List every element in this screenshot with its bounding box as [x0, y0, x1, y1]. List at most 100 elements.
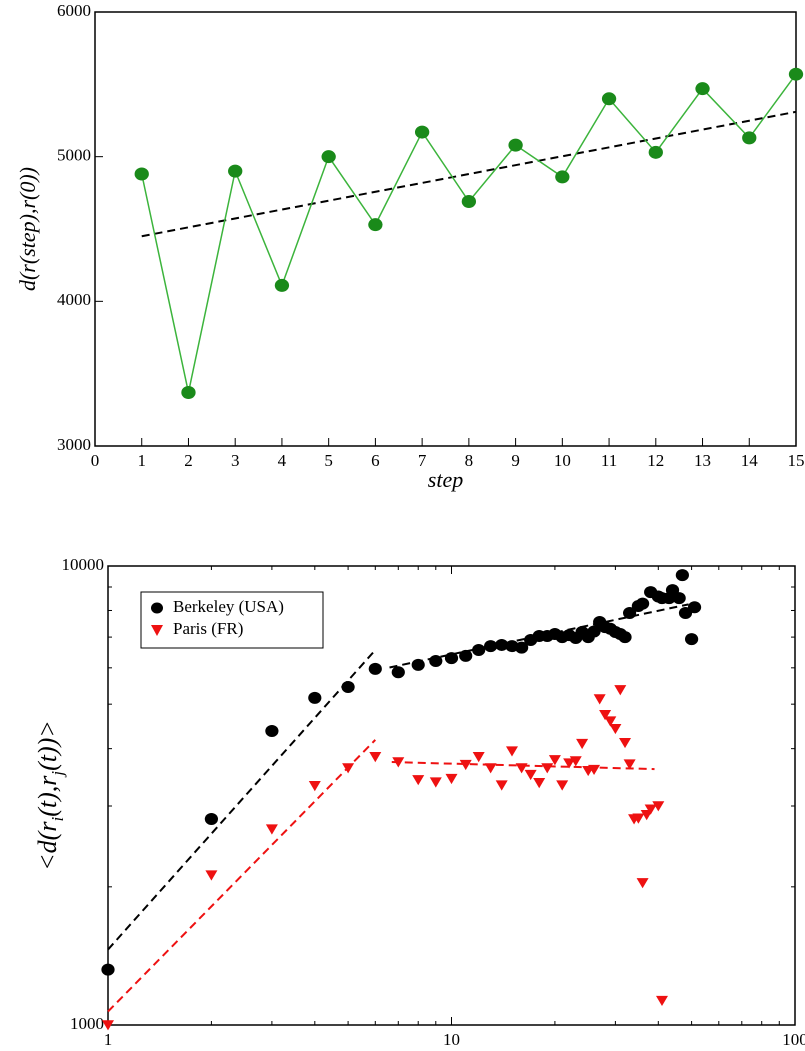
data-point — [623, 606, 637, 619]
data-point — [341, 680, 355, 693]
data-point — [444, 652, 459, 665]
plot-frame — [94, 11, 797, 447]
y-tick-label: 3000 — [57, 435, 91, 454]
data-point — [429, 777, 442, 788]
data-point — [274, 278, 290, 292]
data-point — [576, 738, 589, 750]
data-point — [587, 625, 601, 638]
data-point — [265, 725, 279, 738]
x-tick-label: 3 — [231, 451, 240, 470]
data-point — [742, 131, 757, 145]
x-tick-label: 100 — [782, 1030, 805, 1049]
data-point — [533, 778, 546, 789]
data-point — [392, 757, 405, 768]
fit-line — [107, 739, 377, 1013]
data-point — [635, 597, 650, 610]
data-point — [472, 751, 485, 763]
y-axis-label: <d(ri(t),rj(t))> — [33, 720, 67, 871]
data-point — [204, 813, 219, 826]
data-point — [505, 746, 518, 757]
fit-line — [389, 603, 689, 669]
data-point — [459, 759, 472, 771]
y-tick-label: 4000 — [57, 290, 91, 309]
legend-label: Berkeley (USA) — [173, 597, 284, 616]
data-point — [484, 640, 498, 653]
data-point — [391, 666, 405, 679]
data-point — [524, 769, 537, 781]
fit-line — [141, 110, 797, 238]
data-point — [609, 723, 622, 735]
data-point — [342, 763, 355, 774]
x-tick-label: 15 — [788, 451, 805, 470]
data-point — [672, 592, 686, 605]
data-point — [695, 82, 710, 96]
data-point — [652, 801, 665, 812]
data-point — [618, 631, 632, 644]
data-point — [412, 775, 425, 786]
data-point — [684, 633, 699, 646]
data-point — [555, 170, 570, 184]
data-point — [459, 649, 473, 662]
data-point — [368, 662, 382, 675]
data-point — [368, 218, 383, 232]
x-tick-label: 10 — [554, 451, 571, 470]
data-point — [495, 780, 508, 791]
data-point — [569, 756, 582, 767]
data-point — [632, 813, 645, 824]
data-point — [588, 764, 601, 776]
y-axis-label-part: i — [48, 817, 67, 822]
data-point — [788, 67, 804, 81]
data-point — [134, 167, 149, 181]
x-tick-label: 14 — [741, 451, 759, 470]
data-point — [461, 195, 477, 209]
x-tick-label: 10 — [443, 1030, 460, 1049]
data-point — [472, 644, 486, 657]
data-point — [556, 780, 569, 791]
data-point — [644, 804, 657, 815]
data-point — [655, 995, 668, 1007]
x-axis-label: t (years) — [408, 1050, 495, 1051]
data-point — [369, 751, 382, 763]
data-point — [102, 1020, 114, 1031]
y-axis-label-part: (t),r — [33, 775, 62, 817]
data-point — [515, 641, 529, 654]
data-point — [601, 92, 617, 106]
fit-line — [107, 649, 377, 951]
data-point — [604, 716, 617, 727]
data-point — [687, 601, 702, 614]
data-point — [599, 710, 612, 721]
data-point — [308, 691, 322, 704]
data-point — [495, 638, 509, 651]
data-point — [675, 569, 689, 582]
x-tick-label: 1 — [104, 1030, 113, 1049]
x-tick-label: 12 — [647, 451, 664, 470]
x-tick-label: 9 — [511, 451, 520, 470]
x-axis-label: step — [428, 467, 463, 492]
y-axis-label-part: j — [48, 771, 67, 778]
data-line — [140, 73, 797, 393]
legend-marker — [151, 602, 163, 614]
data-point — [181, 385, 196, 399]
data-point — [648, 145, 663, 159]
legend-marker — [151, 625, 163, 636]
x-tick-label: 13 — [694, 451, 711, 470]
y-axis-label-part: (t))> — [33, 720, 62, 771]
data-point — [636, 878, 649, 889]
data-point — [541, 763, 554, 774]
data-point — [593, 694, 606, 705]
data-point — [548, 755, 561, 766]
x-tick-label: 8 — [465, 451, 474, 470]
y-axis-label: d(r(step),r(0)) — [15, 167, 40, 291]
data-point — [101, 963, 115, 976]
y-tick-label: 5000 — [57, 146, 91, 165]
data-point — [484, 763, 497, 774]
data-point — [228, 164, 243, 178]
x-tick-label: 6 — [371, 451, 380, 470]
x-tick-label: 11 — [601, 451, 617, 470]
data-point — [619, 737, 632, 749]
x-tick-label: 0 — [91, 451, 100, 470]
x-tick-label: 2 — [184, 451, 193, 470]
y-tick-label: 10000 — [62, 555, 105, 574]
data-point — [623, 759, 636, 770]
